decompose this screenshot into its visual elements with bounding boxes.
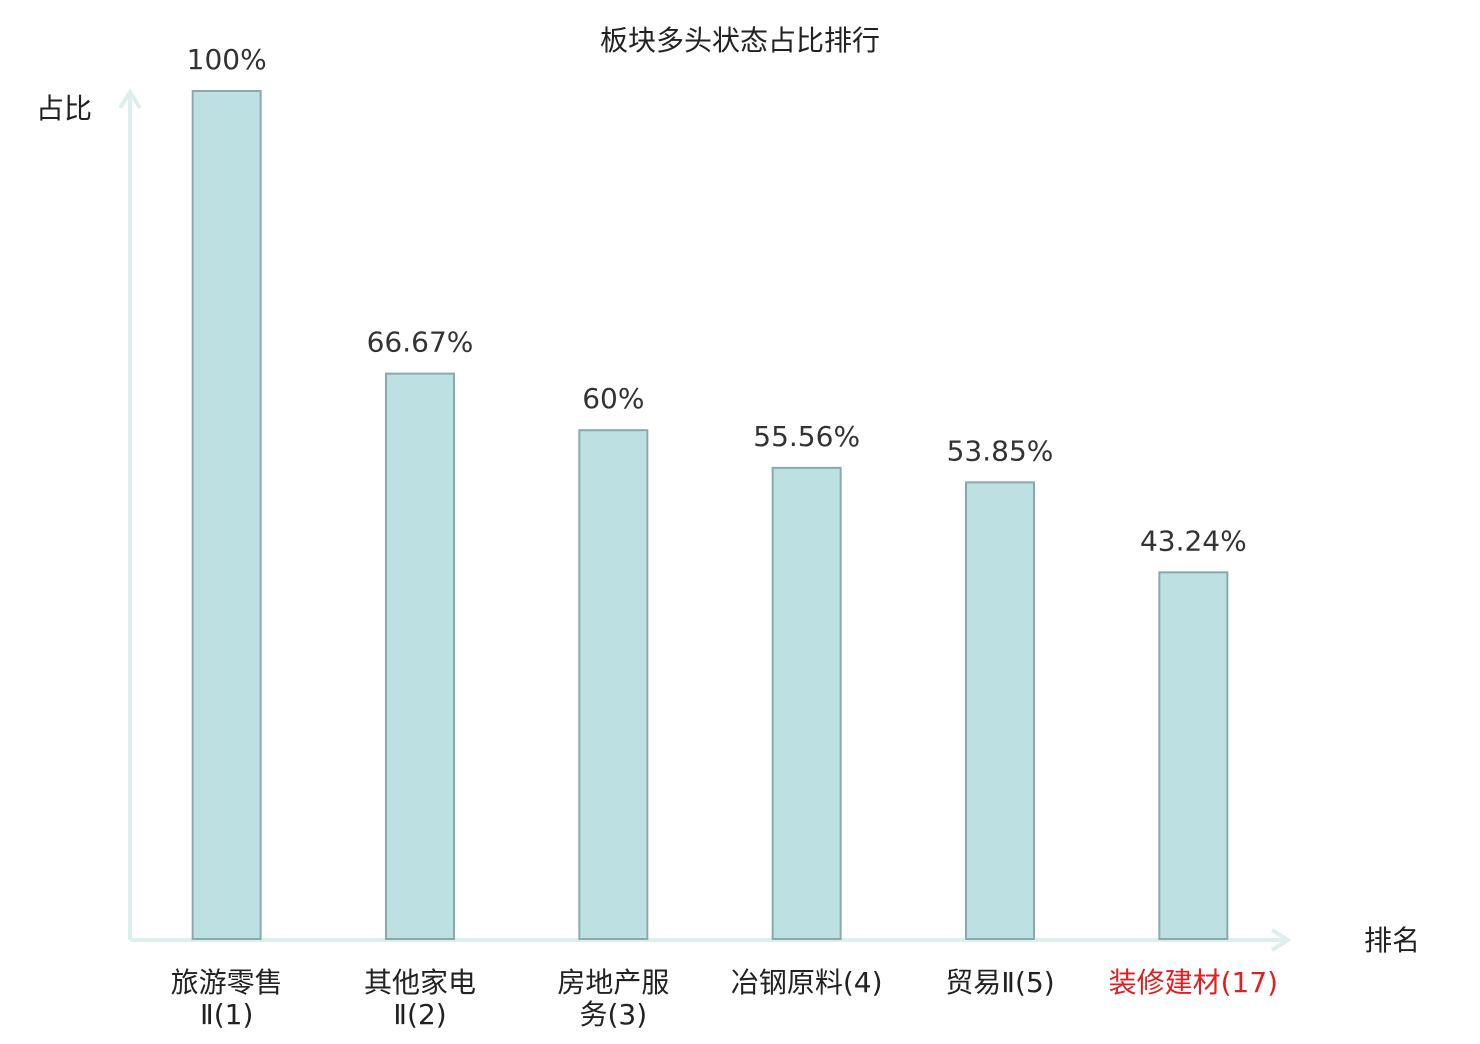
chart-title: 板块多头状态占比排行 <box>600 24 880 57</box>
x-tick-label: Ⅱ(2) <box>393 998 446 1031</box>
value-label: 43.24% <box>1140 524 1247 557</box>
bar <box>191 90 262 940</box>
x-tick-label: 务(3) <box>579 998 647 1031</box>
x-tick-label: 贸易Ⅱ(5) <box>945 966 1054 999</box>
x-tick-label: 房地产服 <box>557 966 669 999</box>
x-tick-label: 冶钢原料(4) <box>731 966 883 999</box>
y-axis-arrow <box>118 88 142 110</box>
x-tick-label: 其他家电 <box>364 966 476 999</box>
bar <box>771 466 842 940</box>
x-tick-label: 旅游零售 <box>171 966 283 999</box>
value-label: 100% <box>187 43 267 76</box>
x-axis-arrow <box>1270 928 1292 952</box>
value-label: 53.85% <box>947 434 1054 467</box>
bar <box>1158 571 1229 941</box>
x-tick-label: 装修建材(17) <box>1109 966 1278 999</box>
bar <box>965 481 1035 940</box>
x-axis-label: 排名 <box>1364 924 1420 957</box>
value-label: 60% <box>582 382 644 415</box>
x-tick-label: Ⅱ(1) <box>200 998 253 1031</box>
y-axis-label: 占比 <box>36 92 92 125</box>
value-label: 55.56% <box>753 420 860 453</box>
bar <box>385 372 455 940</box>
axes <box>118 88 1292 952</box>
bar <box>578 429 649 940</box>
value-label: 66.67% <box>367 326 474 359</box>
